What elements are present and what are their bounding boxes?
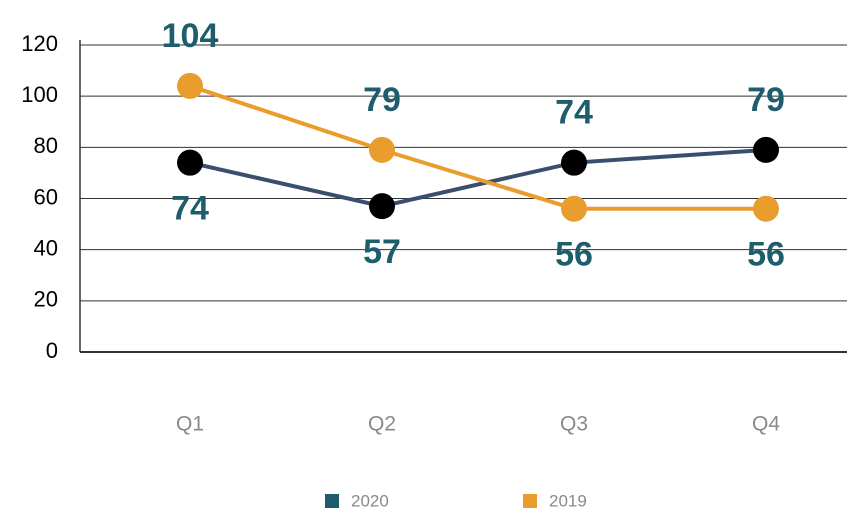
- data-label: 56: [555, 236, 593, 274]
- x-tick-label: Q3: [560, 413, 588, 436]
- legend-swatch: [523, 494, 537, 508]
- y-tick-label: 60: [34, 184, 58, 209]
- data-label: 79: [363, 81, 401, 119]
- series-line: [189, 147, 767, 209]
- marker: [177, 149, 203, 176]
- data-label: 104: [162, 17, 219, 55]
- data-label: 57: [363, 233, 401, 271]
- legend-swatch: [325, 494, 339, 508]
- legend-label: 2020: [351, 491, 389, 510]
- y-tick-label: 0: [46, 338, 58, 363]
- y-tick-label: 100: [21, 82, 58, 107]
- data-label: 74: [555, 94, 593, 132]
- legend-label: 2019: [549, 491, 587, 510]
- data-label: 56: [747, 236, 785, 274]
- y-tick-label: 80: [34, 133, 58, 158]
- marker: [753, 195, 779, 222]
- y-tick-label: 20: [34, 287, 58, 312]
- x-tick-label: Q4: [752, 413, 780, 436]
- x-tick-label: Q2: [368, 413, 396, 436]
- x-tick-label: Q1: [176, 413, 204, 436]
- marker: [369, 136, 395, 163]
- y-tick-label: 120: [21, 31, 58, 56]
- marker: [753, 136, 779, 163]
- marker: [561, 195, 587, 222]
- marker: [561, 149, 587, 176]
- marker: [177, 72, 203, 99]
- data-label: 79: [747, 81, 785, 119]
- series-line: [189, 84, 766, 211]
- y-tick-label: 40: [34, 235, 58, 260]
- marker: [369, 193, 395, 220]
- data-label: 74: [171, 190, 209, 228]
